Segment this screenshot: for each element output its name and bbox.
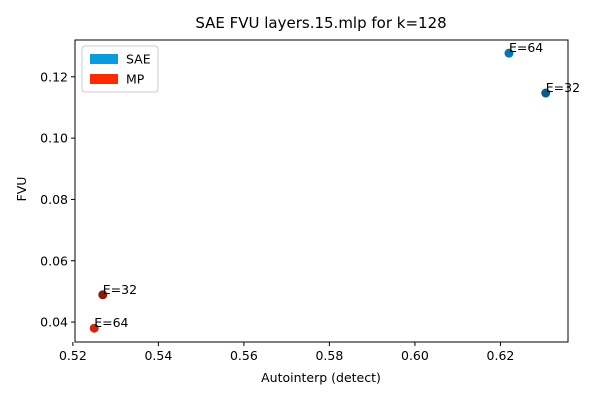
legend-swatch — [90, 54, 118, 64]
data-point — [504, 48, 514, 58]
plot-area: 0.52 0.54 0.56 0.58 0.60 0.62 0.04 0.06 0.08 0.10… — [40, 39, 580, 363]
point-label: E=64 — [94, 315, 128, 330]
y-tick-label: 0.04 — [40, 315, 68, 330]
y-tick-label: 0.10 — [40, 131, 68, 146]
legend-entry-label: MP — [126, 72, 145, 87]
data-point — [89, 323, 99, 333]
legend-swatch — [90, 74, 118, 84]
x-axis-label: Autointerp (detect) — [261, 370, 381, 385]
x-tick-label: 0.52 — [59, 348, 87, 363]
y-axis-label: FVU — [14, 177, 29, 202]
x-tick-label: 0.54 — [144, 348, 172, 363]
y-tick-label: 0.12 — [40, 69, 68, 84]
chart-title: SAE FVU layers.15.mlp for k=128 — [195, 14, 446, 32]
legend: SAE MP — [81, 45, 159, 93]
point-label: E=64 — [509, 40, 543, 55]
axes-frame — [74, 39, 569, 343]
data-point — [541, 88, 551, 98]
x-tick-label: 0.58 — [315, 348, 343, 363]
x-tick-label: 0.62 — [487, 348, 515, 363]
y-tick-label: 0.06 — [40, 253, 68, 268]
x-tick-label: 0.60 — [401, 348, 429, 363]
x-tick-label: 0.56 — [230, 348, 258, 363]
data-point — [98, 290, 108, 300]
legend-entry-label: SAE — [126, 52, 151, 67]
point-label: E=32 — [546, 80, 580, 95]
point-label: E=32 — [103, 282, 137, 297]
y-tick-label: 0.08 — [40, 192, 68, 207]
